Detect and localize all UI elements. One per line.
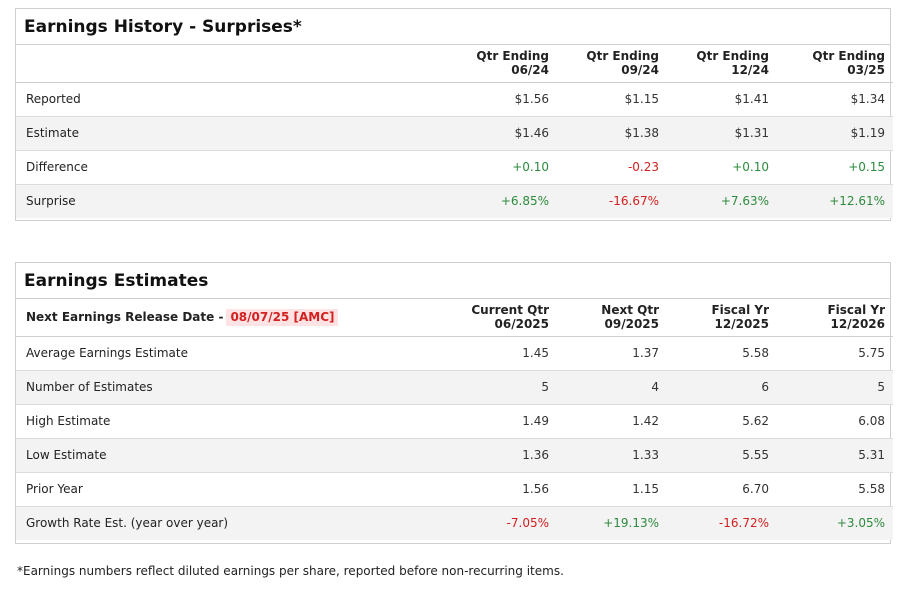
cell-value: $1.38 [624,126,659,140]
row-label: Surprise [26,194,76,209]
cell-value: 5.55 [742,448,769,462]
column-header: Current Qtr 06/2025 [447,299,557,337]
column-header: Qtr Ending 12/24 [667,45,777,83]
cell-value: 5.58 [742,346,769,360]
cell-value: $1.34 [850,92,885,106]
column-header-line2: 09/24 [621,63,659,78]
column-header-line2: 12/2026 [830,317,885,332]
row-label: Estimate [26,126,80,140]
footnote: *Earnings numbers reflect diluted earnin… [17,564,564,578]
cell-value: $1.31 [734,126,769,140]
cell-value-positive: +0.15 [848,160,885,174]
cell-value: 1.56 [522,482,549,496]
table-row: Surprise +6.85% -16.67% +7.63% +12.61% [16,184,893,218]
column-header-line1: Fiscal Yr [827,303,885,318]
row-label: High Estimate [26,414,111,428]
next-release-date: 08/07/25 [AMC] [226,308,339,326]
table-row: Difference +0.10 -0.23 +0.10 +0.15 [16,150,893,184]
cell-value: 1.36 [522,448,549,462]
row-label: Difference [26,160,88,174]
cell-value: $1.46 [514,126,549,140]
row-label: Low Estimate [26,448,107,462]
column-header: Next Qtr 09/2025 [557,299,667,337]
cell-value-negative: -7.05% [506,516,549,531]
cell-value: $1.19 [850,126,885,140]
cell-value-positive: +3.05% [836,516,885,531]
cell-value-negative: -16.72% [718,516,769,531]
cell-value-negative: -16.67% [608,194,659,209]
earnings-estimates-table: Next Earnings Release Date -08/07/25 [AM… [16,299,893,540]
column-header: Qtr Ending 09/24 [557,45,667,83]
earnings-history-panel: Earnings History - Surprises* Qtr Ending… [15,8,893,221]
next-release-header: Next Earnings Release Date -08/07/25 [AM… [16,299,447,337]
cell-value: $1.56 [514,92,549,106]
column-header-line1: Qtr Ending [586,49,659,64]
column-header-line2: 06/24 [511,63,549,78]
cell-value-positive: +6.85% [500,194,549,209]
cell-value: 5.62 [742,414,769,428]
column-header-line1: Qtr Ending [812,49,885,64]
table-row: Number of Estimates 5 4 6 5 [16,370,893,404]
cell-value: $1.41 [734,92,769,106]
cell-value: 5.31 [858,448,885,462]
cell-value: 4 [651,380,659,394]
table-row: Low Estimate 1.36 1.33 5.55 5.31 [16,438,893,472]
cell-value: 1.15 [632,482,659,496]
table-row: Average Earnings Estimate 1.45 1.37 5.58… [16,336,893,370]
row-label: Prior Year [26,482,83,496]
column-header-line2: 12/2025 [714,317,769,332]
column-header-empty [16,45,447,83]
table-header-row: Qtr Ending 06/24 Qtr Ending 09/24 Qtr Endi… [16,45,893,83]
cell-value: 5 [541,380,549,394]
table-row: Prior Year 1.56 1.15 6.70 5.58 [16,472,893,506]
cell-value: 1.33 [632,448,659,462]
next-release-label: Next Earnings Release Date - [26,309,224,324]
table-row: High Estimate 1.49 1.42 5.62 6.08 [16,404,893,438]
cell-value: 1.42 [632,414,659,428]
column-header-line2: 03/25 [847,63,885,78]
table-row: Growth Rate Est. (year over year) -7.05%… [16,506,893,540]
cell-value: 1.45 [522,346,549,360]
column-header-line1: Qtr Ending [476,49,549,64]
cell-value: 6.70 [742,482,769,496]
cell-value-negative: -0.23 [627,160,659,174]
column-header-line2: 09/2025 [604,317,659,332]
row-label: Growth Rate Est. (year over year) [26,516,229,531]
table-row: Reported $1.56 $1.15 $1.41 $1.34 [16,82,893,116]
earnings-history-title: Earnings History - Surprises* [16,9,890,45]
cell-value: 5.75 [858,346,885,360]
column-header: Qtr Ending 03/25 [777,45,893,83]
table-header-row: Next Earnings Release Date -08/07/25 [AM… [16,299,893,337]
row-label: Number of Estimates [26,380,153,394]
cell-value: 6.08 [858,414,885,428]
cell-value: 5 [877,380,885,394]
cell-value: 6 [761,380,769,394]
cell-value: 1.37 [632,346,659,360]
row-label: Reported [26,92,81,106]
earnings-history-table: Qtr Ending 06/24 Qtr Ending 09/24 Qtr Endi… [16,45,893,218]
earnings-estimates-title: Earnings Estimates [16,263,890,299]
cell-value-positive: +12.61% [829,194,885,209]
row-label: Average Earnings Estimate [26,346,188,360]
cell-value: 5.58 [858,482,885,496]
cell-value-positive: +0.10 [512,160,549,174]
column-header: Fiscal Yr 12/2026 [777,299,893,337]
column-header-line1: Qtr Ending [696,49,769,64]
cell-value: $1.15 [624,92,659,106]
cell-value-positive: +19.13% [603,516,659,531]
column-header-line2: 12/24 [731,63,769,78]
earnings-estimates-panel: Earnings Estimates Next Earnings Release… [15,262,893,544]
column-header-line1: Next Qtr [601,303,659,318]
cell-value-positive: +0.10 [732,160,769,174]
column-header-line1: Fiscal Yr [711,303,769,318]
column-header: Qtr Ending 06/24 [447,45,557,83]
table-row: Estimate $1.46 $1.38 $1.31 $1.19 [16,116,893,150]
column-header-line1: Current Qtr [471,303,549,318]
cell-value: 1.49 [522,414,549,428]
cell-value-positive: +7.63% [720,194,769,209]
column-header: Fiscal Yr 12/2025 [667,299,777,337]
column-header-line2: 06/2025 [494,317,549,332]
